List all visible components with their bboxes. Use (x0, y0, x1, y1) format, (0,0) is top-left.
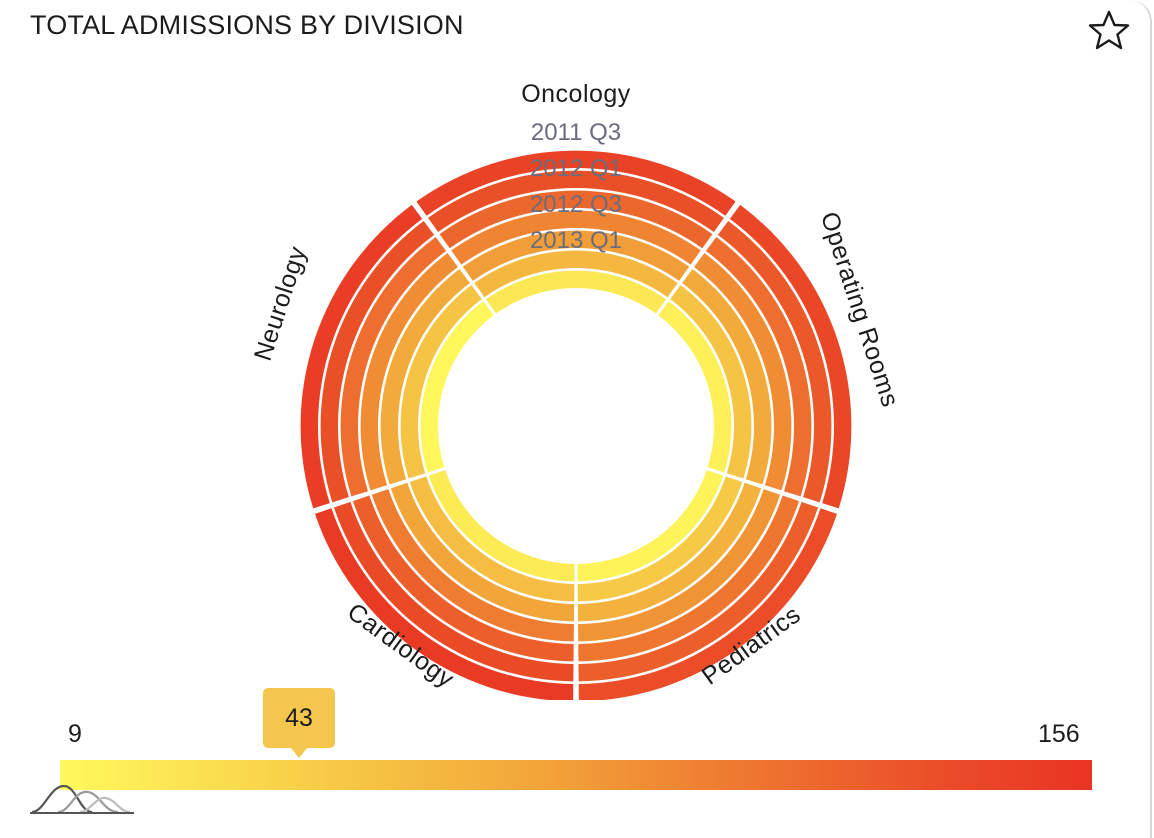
cell-oncology-ring-0[interactable] (485, 270, 667, 314)
cell-operating-rooms-ring-5[interactable] (717, 220, 832, 503)
cell-pediatrics-ring-1[interactable] (577, 476, 743, 602)
ring-label: 2012 Q1 (530, 155, 622, 182)
cell-pediatrics-ring-5[interactable] (578, 501, 819, 682)
marker-value: 43 (285, 703, 313, 732)
cell-pediatrics-ring-6[interactable] (578, 508, 838, 700)
cell-cardiology-ring-0[interactable] (428, 470, 575, 582)
cell-neurology-ring-3[interactable] (360, 253, 458, 491)
cell-oncology-ring-2[interactable] (462, 230, 690, 281)
cell-oncology-ring-4[interactable] (439, 190, 713, 249)
radial-heatmap: 2011 Q3 2012 Q1 2012 Q3 2013 Q1 Oncology Oper… (249, 80, 904, 700)
chart-title: TOTAL ADMISSIONS BY DIVISION (30, 10, 464, 40)
cell-oncology-ring-1[interactable] (474, 250, 678, 298)
legend-max-label: 156 (1038, 720, 1080, 748)
ring-label: 2013 Q1 (530, 227, 622, 254)
cell-neurology-ring-6[interactable] (300, 204, 423, 509)
cell-operating-rooms-ring-4[interactable] (705, 237, 812, 497)
cell-oncology-ring-6[interactable] (416, 150, 736, 216)
distribution-curves-icon[interactable] (30, 782, 134, 816)
ring-label: 2012 Q3 (530, 191, 622, 218)
color-scale-bar (60, 760, 1092, 790)
cell-pediatrics-ring-3[interactable] (578, 489, 781, 642)
cell-cardiology-ring-4[interactable] (352, 495, 574, 662)
cell-cardiology-ring-3[interactable] (371, 489, 574, 642)
cell-operating-rooms-ring-1[interactable] (670, 285, 752, 479)
cell-neurology-ring-0[interactable] (420, 301, 494, 473)
category-label-neurology: Neurology (249, 243, 312, 364)
cell-oncology-ring-3[interactable] (451, 210, 701, 265)
cell-neurology-ring-4[interactable] (340, 237, 447, 497)
cell-operating-rooms-ring-6[interactable] (729, 204, 852, 509)
cell-pediatrics-ring-4[interactable] (578, 495, 800, 662)
category-label-operating-rooms: Operating Rooms (815, 208, 904, 410)
cell-operating-rooms-ring-0[interactable] (658, 301, 732, 473)
category-label-oncology: Oncology (521, 80, 631, 108)
color-scale-marker: 43 (263, 688, 335, 758)
ring-label: 2011 Q3 (531, 119, 621, 146)
cell-cardiology-ring-5[interactable] (333, 501, 574, 682)
cell-oncology-ring-5[interactable] (428, 170, 724, 232)
legend-min-label: 9 (68, 720, 82, 748)
star-outline-icon[interactable] (1086, 8, 1132, 54)
cell-pediatrics-ring-2[interactable] (577, 482, 762, 622)
cell-cardiology-ring-2[interactable] (390, 482, 575, 622)
cell-pediatrics-ring-0[interactable] (577, 470, 724, 582)
cell-operating-rooms-ring-3[interactable] (694, 253, 792, 491)
cell-neurology-ring-2[interactable] (380, 269, 470, 485)
cell-operating-rooms-ring-2[interactable] (682, 269, 772, 485)
cell-neurology-ring-1[interactable] (400, 285, 482, 479)
cell-neurology-ring-5[interactable] (320, 220, 435, 503)
cell-cardiology-ring-6[interactable] (314, 508, 574, 700)
cell-cardiology-ring-1[interactable] (409, 476, 575, 602)
